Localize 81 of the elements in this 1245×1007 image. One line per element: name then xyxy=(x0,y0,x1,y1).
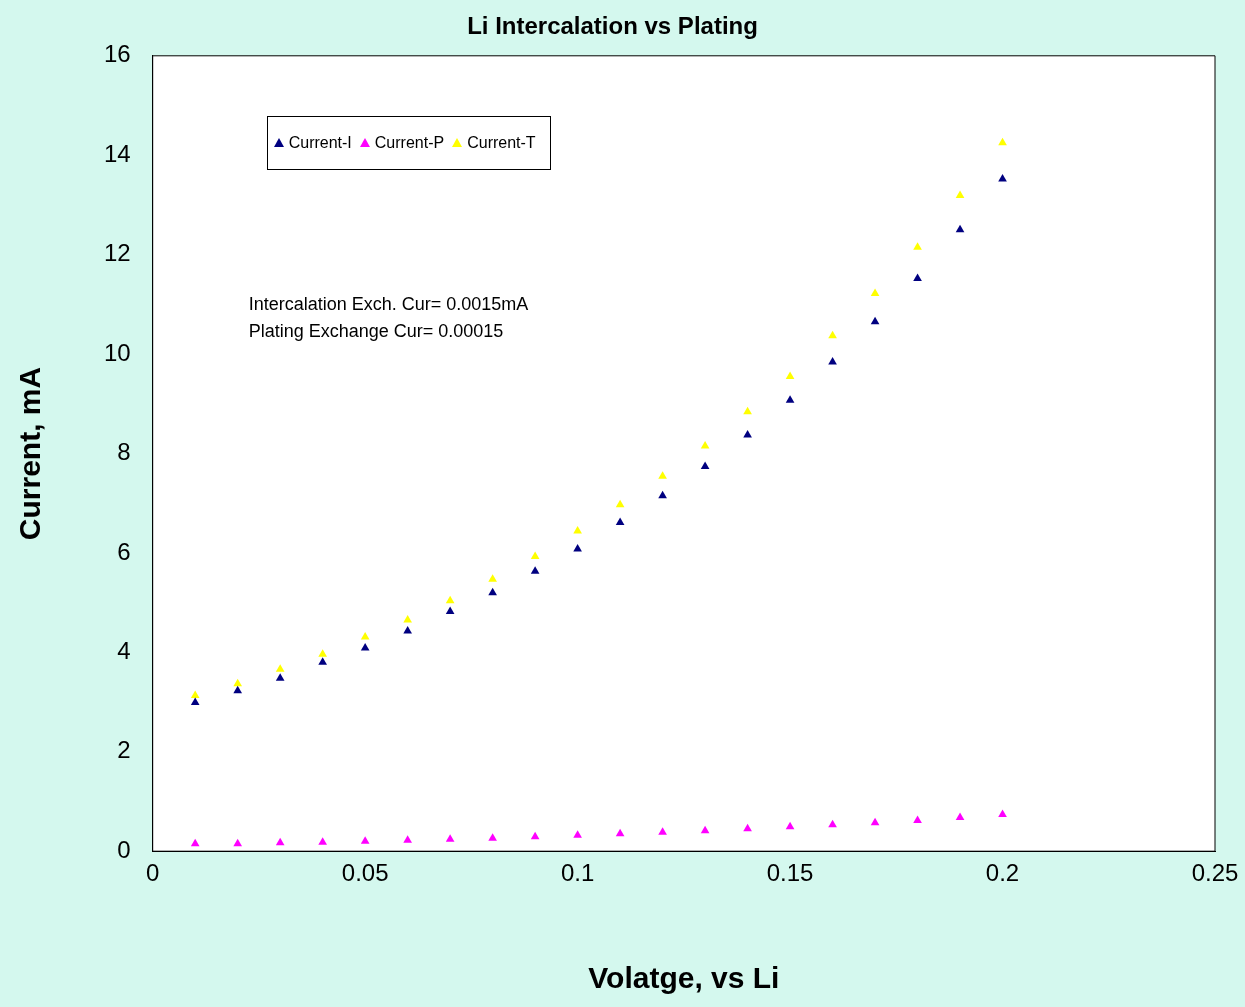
point xyxy=(828,330,837,339)
point xyxy=(913,815,922,823)
point xyxy=(615,499,625,508)
point xyxy=(318,649,327,657)
point xyxy=(828,357,837,365)
y-tick-label: 0 xyxy=(117,835,131,863)
annotation: Plating Exchange Cur= 0.00015 xyxy=(248,320,504,341)
point xyxy=(913,273,922,282)
x-tick-label: 0.1 xyxy=(560,859,595,887)
point xyxy=(275,673,285,681)
point xyxy=(743,823,752,832)
legend-label: Current-T xyxy=(467,133,536,152)
y-tick-label: 10 xyxy=(103,338,131,366)
point xyxy=(828,819,837,828)
y-tick-label: 14 xyxy=(103,139,131,167)
point xyxy=(403,625,412,634)
point xyxy=(700,441,710,449)
point xyxy=(658,471,667,479)
point xyxy=(488,587,497,596)
x-tick-label: 0.15 xyxy=(766,859,814,887)
point xyxy=(658,490,667,499)
point xyxy=(190,690,200,699)
point xyxy=(445,606,455,615)
point xyxy=(190,838,200,847)
y-tick-label: 6 xyxy=(117,537,131,565)
point xyxy=(998,137,1007,146)
point xyxy=(233,685,243,694)
point xyxy=(913,242,922,250)
y-tick-label: 2 xyxy=(117,736,131,764)
point xyxy=(785,821,795,830)
point xyxy=(955,812,965,820)
y-tick-label: 8 xyxy=(117,438,131,466)
point xyxy=(743,406,752,415)
annotation: Intercalation Exch. Cur= 0.0015mA xyxy=(248,293,529,314)
point xyxy=(530,566,540,574)
point xyxy=(700,461,710,469)
point xyxy=(445,595,455,604)
point xyxy=(233,678,243,687)
point xyxy=(955,224,965,233)
point xyxy=(275,837,285,846)
chart-title: Li Intercalation vs Plating xyxy=(467,12,758,40)
point xyxy=(785,395,795,403)
point xyxy=(615,517,625,526)
point xyxy=(318,657,327,665)
x-tick-label: 0.05 xyxy=(341,859,389,887)
x-tick-label: 0 xyxy=(146,859,160,887)
point xyxy=(573,830,582,838)
y-tick-label: 4 xyxy=(117,636,131,664)
point xyxy=(998,174,1007,182)
point xyxy=(190,697,200,706)
point xyxy=(615,828,625,837)
point xyxy=(785,371,795,379)
y-tick-label: 12 xyxy=(103,239,131,267)
point xyxy=(870,288,880,296)
point xyxy=(870,316,880,325)
x-tick-label: 0.2 xyxy=(985,859,1020,887)
y-tick-label: 16 xyxy=(103,40,131,68)
point xyxy=(360,836,370,844)
point xyxy=(530,551,540,559)
point xyxy=(998,809,1007,817)
point xyxy=(488,833,497,841)
legend-label: Current-P xyxy=(374,133,445,152)
point xyxy=(573,526,582,534)
point xyxy=(360,642,370,651)
point xyxy=(318,837,327,845)
point xyxy=(488,574,497,582)
point xyxy=(955,190,965,198)
legend-label: Current-I xyxy=(288,133,352,152)
point xyxy=(743,430,752,438)
point xyxy=(700,825,710,834)
point xyxy=(403,615,412,623)
point xyxy=(233,838,243,847)
y-axis-title: Current, mA xyxy=(13,366,47,541)
x-tick-label: 0.25 xyxy=(1191,859,1239,887)
point xyxy=(403,835,412,843)
point xyxy=(530,831,540,840)
point xyxy=(275,664,285,672)
point xyxy=(870,817,880,826)
point xyxy=(445,834,455,842)
x-axis-title: Volatge, vs Li xyxy=(588,961,780,995)
point xyxy=(658,827,667,835)
